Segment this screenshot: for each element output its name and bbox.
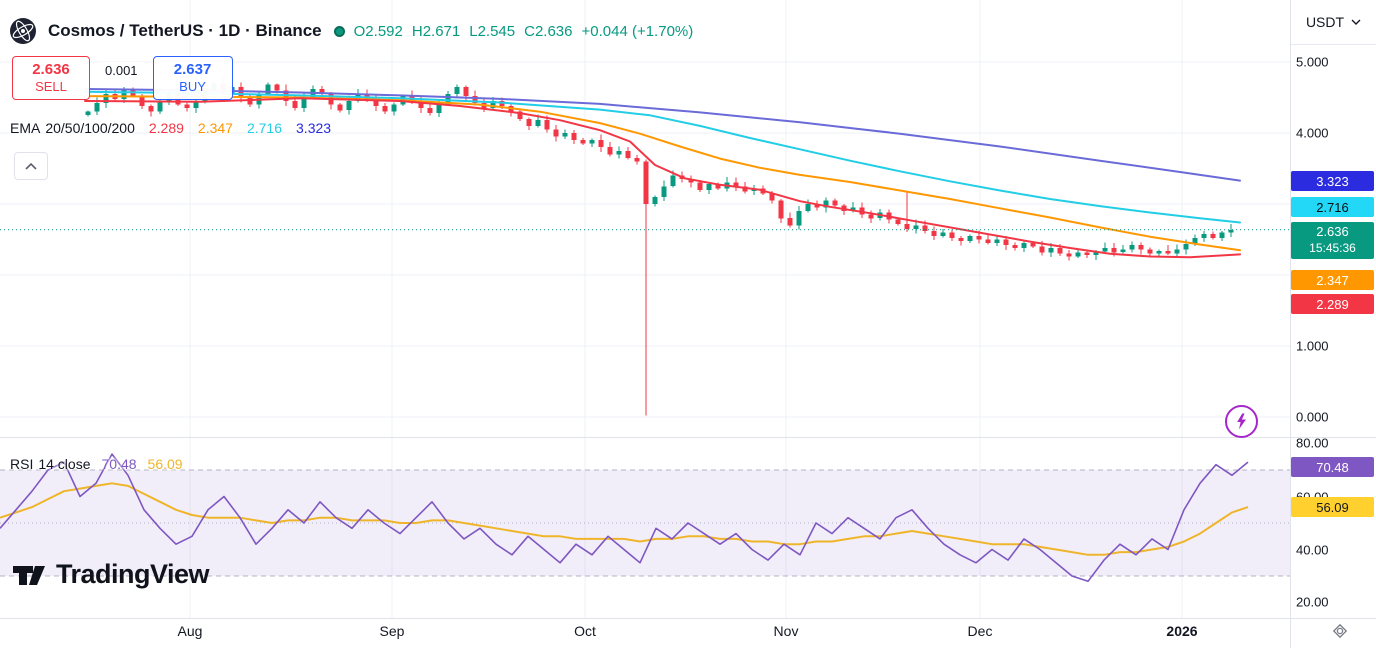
spread-value: 0.001 xyxy=(99,62,144,79)
ema200-price-badge: 3.323 xyxy=(1291,171,1374,191)
time-axis-label: Sep xyxy=(379,623,405,639)
ema-legend-params: 20/50/100/200 xyxy=(45,120,135,136)
rsi-indicator-legend[interactable]: RSI 14 close 70.48 56.09 xyxy=(10,456,183,472)
time-axis-label: Oct xyxy=(574,623,596,639)
sell-label: SELL xyxy=(35,79,67,95)
time-axis-label: Nov xyxy=(773,623,799,639)
price-scale-label: 1.000 xyxy=(1296,338,1329,354)
tradingview-logo-text: TradingView xyxy=(56,559,210,589)
buy-price: 2.637 xyxy=(173,61,212,79)
price-scale-label: 0.000 xyxy=(1296,409,1329,425)
scale-settings-button[interactable] xyxy=(1330,621,1350,646)
quick-trade-button[interactable] xyxy=(1225,405,1258,438)
rsi-legend-params: 14 close xyxy=(38,456,91,472)
ema50-price-badge: 2.347 xyxy=(1291,270,1374,290)
collapse-legend-button[interactable] xyxy=(14,152,48,180)
time-axis-label: Aug xyxy=(177,623,203,639)
rsi-value: 70.48 xyxy=(101,456,137,472)
diamond-target-icon xyxy=(1332,623,1348,639)
buy-button[interactable]: 2.637 BUY xyxy=(152,56,233,100)
tradingview-mark-icon xyxy=(13,565,45,585)
price-scale-label: 4.000 xyxy=(1296,125,1329,141)
pane-divider[interactable] xyxy=(0,437,1376,438)
current-price-value: 2.636 xyxy=(1316,224,1349,240)
ohlc-close: C2.636 xyxy=(524,22,573,40)
price-scale-divider xyxy=(1290,0,1291,648)
chevron-down-icon xyxy=(1351,19,1361,25)
buy-label: BUY xyxy=(179,79,206,95)
currency-dropdown[interactable]: USDT xyxy=(1291,0,1376,45)
sell-price: 2.636 xyxy=(32,61,70,79)
time-axis-divider xyxy=(0,618,1376,619)
tradingview-logo[interactable]: TradingView xyxy=(12,559,210,590)
rsi-scale-label: 40.00 xyxy=(1296,542,1329,558)
ema200-value: 3.323 xyxy=(296,120,332,136)
ohlc-low: L2.545 xyxy=(469,22,516,40)
ema50-value: 2.347 xyxy=(197,120,233,136)
rsi-value-badge: 70.48 xyxy=(1291,457,1374,477)
current-price-badge: 2.636 15:45:36 xyxy=(1291,222,1374,259)
rsi-scale-label: 20.00 xyxy=(1296,594,1329,610)
ema-legend-title: EMA xyxy=(10,120,41,136)
ema20-value: 2.289 xyxy=(148,120,184,136)
ohlc-high: H2.671 xyxy=(411,22,461,40)
time-axis-label-year: 2026 xyxy=(1166,623,1198,639)
ohlc-open: O2.592 xyxy=(353,22,403,40)
cosmos-logo-icon xyxy=(10,18,36,44)
rsi-ma-value-badge: 56.09 xyxy=(1291,497,1374,517)
symbol-title[interactable]: Cosmos / TetherUS · 1D · Binance xyxy=(48,21,322,40)
ohlc-readout: O2.592 H2.671 L2.545 C2.636 +0.044 (+1.7… xyxy=(333,22,694,40)
price-scale-label: 5.000 xyxy=(1296,54,1329,70)
currency-label: USDT xyxy=(1305,14,1345,30)
rsi-ma-value: 56.09 xyxy=(147,456,183,472)
bar-close-countdown: 15:45:36 xyxy=(1309,241,1356,256)
ema-indicator-legend[interactable]: EMA 20/50/100/200 2.289 2.347 2.716 3.32… xyxy=(10,120,331,136)
series-status-dot-icon xyxy=(333,25,345,37)
order-panel: 2.636 SELL 0.001 2.637 BUY xyxy=(12,56,233,100)
rsi-chart-canvas[interactable] xyxy=(0,438,1290,618)
rsi-legend-title: RSI xyxy=(10,456,34,472)
ohlc-change: +0.044 (+1.70%) xyxy=(581,22,694,40)
ema100-price-badge: 2.716 xyxy=(1291,197,1374,217)
time-axis-label: Dec xyxy=(967,623,993,639)
ema100-value: 2.716 xyxy=(246,120,283,136)
rsi-scale-label: 80.00 xyxy=(1296,435,1329,451)
chevron-up-icon xyxy=(25,162,37,170)
symbol-legend-row: Cosmos / TetherUS · 1D · Binance O2.592 … xyxy=(10,14,693,48)
sell-button[interactable]: 2.636 SELL xyxy=(12,56,90,100)
ema20-price-badge: 2.289 xyxy=(1291,294,1374,314)
lightning-bolt-icon xyxy=(1237,413,1246,430)
